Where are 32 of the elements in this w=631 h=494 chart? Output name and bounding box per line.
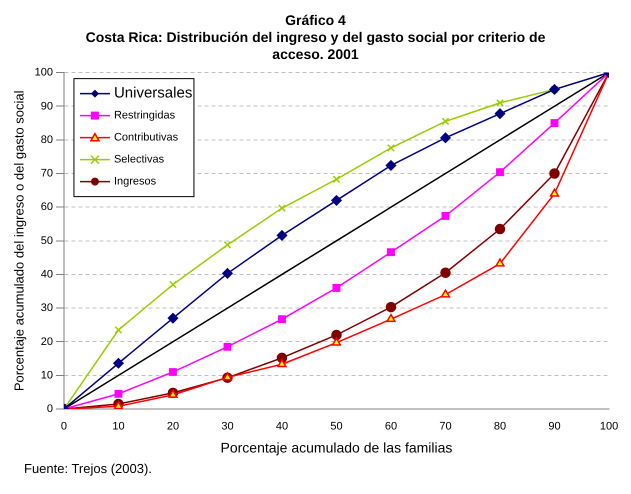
chart-title: Gráfico 4	[284, 12, 347, 29]
x-axis-title: Porcentaje acumulado de las familias	[220, 439, 452, 456]
x-tick-label: 10	[112, 420, 125, 433]
y-tick-label: 90	[40, 100, 53, 112]
y-tick-label: 70	[40, 168, 53, 180]
y-tick-label: 30	[40, 302, 53, 314]
y-tick-label: 80	[40, 134, 53, 146]
y-tick-label: 50	[40, 234, 53, 247]
x-tick-label: 40	[276, 420, 288, 433]
y-tick-label: 10	[40, 369, 53, 382]
x-tick-label: 90	[548, 420, 561, 433]
x-tick-label: 80	[494, 420, 506, 433]
chart-subtitle: Costa Rica: Distribución del ingreso y del gasto social por criterio de acceso. 2001	[84, 29, 546, 63]
x-tick-label: 0	[60, 420, 68, 433]
y-tick-label: 40	[40, 268, 53, 280]
x-tick-label: 100	[600, 420, 618, 433]
x-tick-label: 30	[221, 420, 234, 433]
x-tick-label: 70	[439, 420, 452, 433]
x-tick-label: 20	[166, 420, 180, 433]
x-tick-label: 60	[384, 420, 398, 433]
y-tick-label: 0	[46, 403, 53, 416]
y-tick-label: 100	[34, 66, 53, 79]
legend-label: Restringidas	[114, 110, 176, 122]
legend-label: Universales	[114, 84, 192, 102]
legend-label: Selectivas	[114, 154, 165, 166]
y-tick-label: 60	[40, 201, 53, 214]
x-tick-label: 50	[330, 420, 343, 433]
legend-label: Ingresos	[114, 176, 157, 188]
source-note: Fuente: Trejos (2003).	[23, 461, 153, 476]
y-axis-title: Porcentaje acumulado del ingreso o del gasto social	[11, 90, 26, 392]
y-tick-label: 20	[40, 336, 53, 348]
legend-label: Contributivas	[114, 132, 179, 144]
